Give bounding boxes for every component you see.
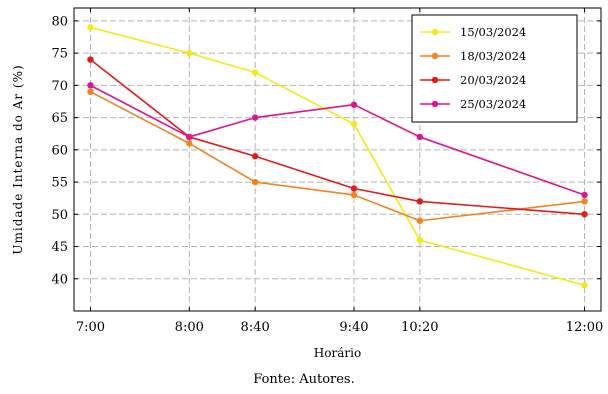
series-line [90,84,585,196]
data-point [251,178,259,186]
x-tick-label: 8:40 [241,320,270,335]
y-tick-label: 70 [51,79,68,94]
data-point [581,282,588,289]
figure-caption: Fonte: Autores. [253,372,355,387]
data-point [350,101,358,108]
x-axis-label: Horário [314,346,361,360]
data-point [186,133,193,141]
x-tick-label: 8:00 [175,320,204,335]
y-tick-label: 60 [51,143,68,158]
grid-lines [74,8,601,311]
data-point [186,49,193,57]
y-tick-label: 80 [51,14,68,29]
series-18/03/2024 [87,88,588,224]
data-point [251,114,259,121]
series-15/03/2024 [87,24,588,289]
data-point [416,133,424,141]
line-chart: 40 45 50 55 60 65 70 75 80 7:00 8:00 8:40 9:40 10:20… [11,7,603,360]
y-tick-label: 40 [51,272,68,287]
data-point [87,88,94,96]
data-point [416,198,424,205]
legend: 15/03/2024 18/03/2024 20/03/2024 25/03/2024 [411,14,578,123]
data-point [186,140,193,147]
x-tick-label: 7:00 [76,320,105,335]
y-axis-label: Umidade Interna do Ar (%) [11,64,25,254]
data-point [416,236,424,244]
legend-swatch-marker [431,52,439,60]
legend-entry: 18/03/2024 [460,49,526,63]
series-line [89,58,585,216]
series-line [90,91,585,222]
plot-frame [73,7,602,312]
data-point [350,185,358,192]
data-point [581,198,588,205]
legend-swatch-marker [431,76,439,84]
x-tick-label: 9:40 [339,320,368,335]
legend-swatch-marker [431,100,439,108]
data-point [350,120,358,128]
y-tick-label: 45 [51,240,68,255]
y-axis-ticks: 40 45 50 55 60 65 70 75 80 [51,14,601,287]
legend-swatch-marker [431,28,439,36]
legend-entry: 25/03/2024 [460,97,526,111]
series-group [87,24,588,289]
data-point [416,217,424,224]
data-point [581,211,588,218]
data-point [87,24,94,31]
x-axis-ticks: 7:00 8:00 8:40 9:40 10:20 12:00 [76,8,603,335]
x-tick-label: 12:00 [566,320,603,335]
data-point [350,191,358,199]
series-25/03/2024 [87,82,588,199]
x-tick-label: 10:20 [401,320,438,335]
data-point [581,191,588,199]
legend-entry: 20/03/2024 [460,73,526,87]
data-point [251,69,259,76]
y-tick-label: 55 [51,176,68,191]
y-tick-label: 75 [51,47,68,62]
y-tick-label: 50 [51,208,68,223]
data-point [251,153,259,160]
data-point [87,56,94,63]
y-tick-label: 65 [51,111,68,126]
data-point [87,82,94,89]
series-line [90,26,585,286]
legend-entry: 15/03/2024 [460,25,526,39]
